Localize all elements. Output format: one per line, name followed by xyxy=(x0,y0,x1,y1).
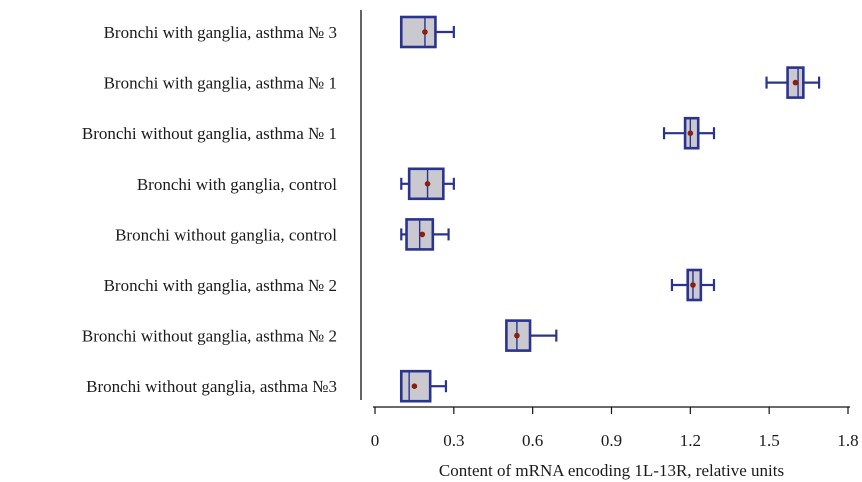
x-tick-label: 0.3 xyxy=(443,431,464,450)
mean-marker xyxy=(419,231,426,238)
box-item xyxy=(505,319,558,352)
category-label: Bronchi with ganglia, asthma № 2 xyxy=(104,276,337,295)
box-item xyxy=(400,218,450,251)
box-item xyxy=(662,116,716,150)
box-item xyxy=(399,15,455,49)
category-label: Bronchi without ganglia, asthma № 2 xyxy=(82,327,337,346)
x-tick-label: 1.8 xyxy=(837,431,858,450)
x-axis-label: Content of mRNA encoding 1L-13R, relativ… xyxy=(439,461,784,480)
box-item xyxy=(765,66,821,99)
box-iqr xyxy=(399,15,437,49)
x-tick-label: 0.9 xyxy=(601,431,622,450)
mean-marker xyxy=(690,282,696,288)
mean-marker xyxy=(514,332,520,339)
box-item xyxy=(399,369,448,403)
category-label: Bronchi without ganglia, asthma № 1 xyxy=(82,124,337,143)
mean-marker xyxy=(792,79,799,86)
mean-marker xyxy=(424,181,431,187)
category-label: Bronchi with ganglia, control xyxy=(137,175,337,194)
category-label: Bronchi without ganglia, control xyxy=(115,225,337,244)
mean-marker xyxy=(422,29,428,35)
x-tick-label: 1.2 xyxy=(680,431,701,450)
x-axis-ticks: 0 0.3 0.6 0.9 1.2 1.5 1.8 xyxy=(371,407,859,450)
mean-marker xyxy=(687,130,694,136)
category-label: Bronchi with ganglia, asthma № 3 xyxy=(104,23,337,42)
box-item xyxy=(670,268,716,302)
category-label: Bronchi with ganglia, asthma № 1 xyxy=(104,74,337,93)
category-labels: Bronchi with ganglia, asthma № 3 Bronchi … xyxy=(82,23,337,396)
mean-marker xyxy=(411,383,418,390)
x-tick-label: 0 xyxy=(371,431,380,450)
box-item xyxy=(400,167,455,201)
x-tick-label: 0.6 xyxy=(522,431,543,450)
x-tick-label: 1.5 xyxy=(759,431,780,450)
box-series xyxy=(399,15,821,403)
category-label: Bronchi without ganglia, asthma №3 xyxy=(86,377,337,396)
axes xyxy=(360,10,850,408)
